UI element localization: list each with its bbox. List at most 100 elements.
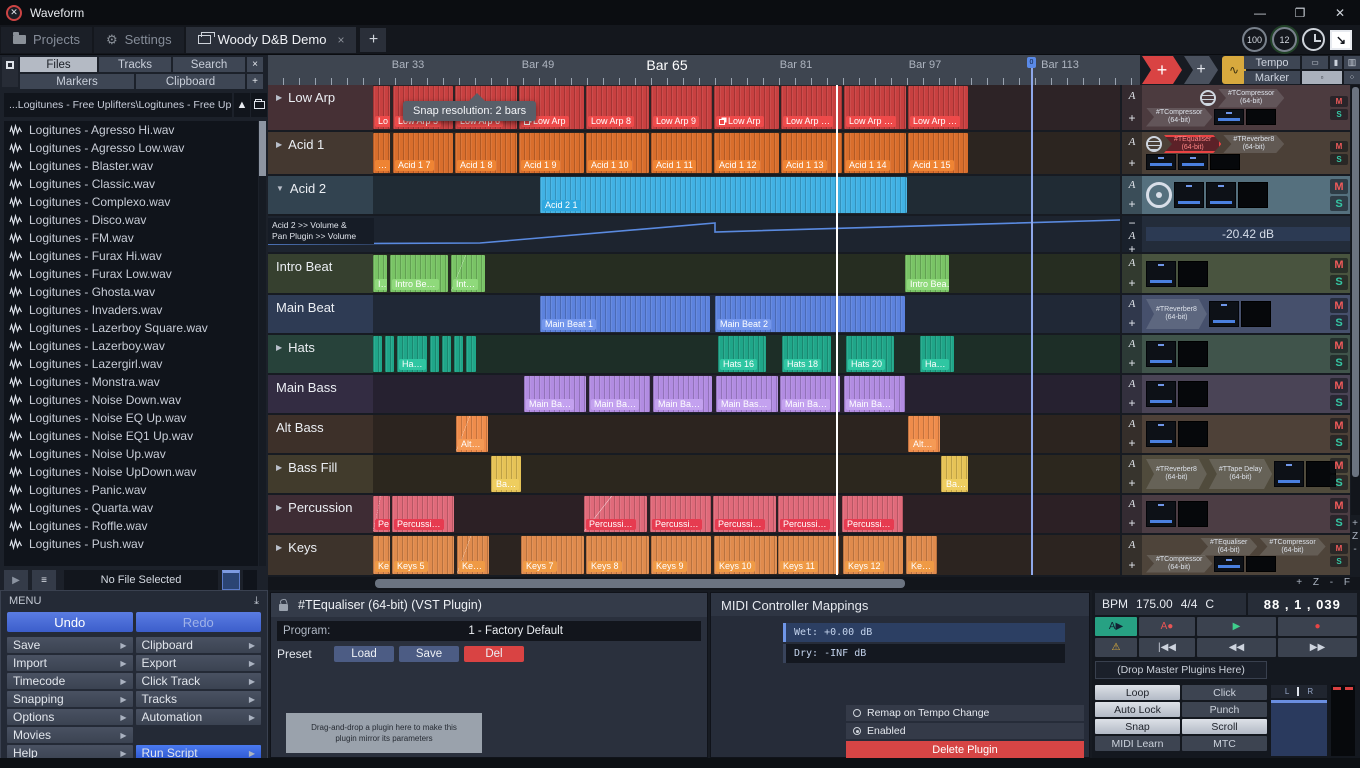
audio-clip[interactable]: Percussi… <box>650 496 711 532</box>
vertical-scrollbar[interactable] <box>1351 85 1360 515</box>
audio-clip[interactable]: Acid 1 8 <box>455 133 517 173</box>
track-lane[interactable]: Main Beat Main Beat 1 Main Beat 2 <box>268 295 1120 333</box>
solo-button[interactable]: S <box>1330 556 1348 567</box>
remap-tempo-option[interactable]: Remap on Tempo Change <box>846 705 1084 721</box>
file-item[interactable]: Logitunes - Roffle.wav <box>4 517 258 535</box>
volume-fader-plugin[interactable] <box>1146 154 1176 170</box>
volume-fader-plugin[interactable] <box>1146 341 1176 367</box>
automation-button[interactable]: A <box>1128 298 1136 310</box>
audio-clip[interactable]: Hats 18 <box>782 336 831 372</box>
tempo-display[interactable]: BPM 175.00 4/4 C <box>1095 593 1246 615</box>
mute-button[interactable]: M <box>1330 95 1348 107</box>
audio-clip[interactable]: Acid 1 13 <box>781 133 842 173</box>
automation-curve[interactable] <box>268 216 1120 252</box>
level-meter-plugin[interactable] <box>1240 301 1271 327</box>
clock-icon[interactable] <box>1302 28 1325 51</box>
automation-button[interactable]: A <box>1128 257 1136 270</box>
audio-clip[interactable]: Keys 8 <box>586 536 649 574</box>
track-header[interactable]: ▶ Hats <box>268 335 373 373</box>
solo-button[interactable]: S <box>1330 475 1348 490</box>
audio-clip[interactable]: Ba… <box>941 456 968 492</box>
minimize-button[interactable]: — <box>1254 5 1266 20</box>
resize-layout-icon[interactable]: ↘ <box>1330 29 1352 50</box>
automation-button[interactable]: A <box>1128 538 1136 551</box>
audio-clip[interactable]: Main Ba… <box>524 376 586 412</box>
toggle-mtc[interactable]: MTC <box>1182 736 1267 751</box>
volume-fader-plugin[interactable] <box>1146 421 1176 447</box>
automation-button[interactable]: A <box>1128 418 1136 430</box>
file-item[interactable]: Logitunes - Complexo.wav <box>4 193 258 211</box>
file-item[interactable]: Logitunes - Noise EQ Up.wav <box>4 409 258 427</box>
file-item[interactable]: Logitunes - Quarta.wav <box>4 499 258 517</box>
audio-clip[interactable]: Low Arp 8 <box>586 86 649 129</box>
file-item[interactable]: Logitunes - Classic.wav <box>4 175 258 193</box>
solo-button[interactable]: S <box>1330 196 1348 211</box>
audio-clip[interactable]: Percussi… <box>842 496 903 532</box>
solo-button[interactable]: S <box>1330 108 1348 120</box>
list-options-button[interactable]: ≡ <box>32 570 56 590</box>
menu-item-movies[interactable]: Movies ▶ <box>7 727 133 743</box>
level-meter-plugin[interactable] <box>1178 501 1208 527</box>
volume-fader-plugin[interactable] <box>1146 260 1176 287</box>
level-meter-plugin[interactable] <box>1238 182 1268 208</box>
audio-clip[interactable]: Intro Bea… <box>905 255 949 292</box>
program-field[interactable]: Program: 1 - Factory Default <box>277 621 701 641</box>
audio-clip[interactable]: Int… <box>451 255 485 292</box>
track-lane[interactable]: Main Bass Main Ba… Main Ba… Main Ba… Main Ba… <box>268 375 1120 413</box>
track-header[interactable]: Main Bass <box>268 375 373 413</box>
audio-clip[interactable]: Hats 20 <box>846 336 894 372</box>
go-to-start-button[interactable]: |◀◀ <box>1139 638 1195 657</box>
new-tab-button[interactable]: + <box>360 27 387 52</box>
audio-clip[interactable]: Keys 11 <box>778 536 839 574</box>
plugin-chevron[interactable]: #TCompressor (64-bit) <box>1259 538 1325 556</box>
file-item[interactable]: Logitunes - Furax Hi.wav <box>4 247 258 265</box>
file-item[interactable]: Logitunes - Monstra.wav <box>4 373 258 391</box>
audio-clip[interactable] <box>454 336 463 372</box>
tempo-button[interactable]: Tempo <box>1244 56 1300 69</box>
marker-type-button[interactable]: ▫ <box>1302 71 1342 84</box>
undo-button[interactable]: Undo <box>7 612 133 632</box>
automation-button[interactable]: A <box>1128 498 1136 510</box>
level-meter[interactable]: 12 <box>1272 27 1297 52</box>
file-item[interactable]: Logitunes - Noise Down.wav <box>4 391 258 409</box>
mute-button[interactable]: M <box>1330 257 1348 273</box>
track-lane[interactable]: Alt Bass Alt… Alt… <box>268 415 1120 453</box>
volume-fader-plugin[interactable] <box>1174 182 1204 208</box>
track-lane[interactable]: ▶ Acid 1 … Acid 1 7 Acid 1 8 Acid 1 9 Acid 1 1… <box>268 132 1120 174</box>
plugin-chevron[interactable]: #TReverber8 (64-bit) <box>1146 299 1207 329</box>
audio-clip[interactable]: Percussi… <box>778 496 838 532</box>
audio-clip[interactable]: Acid 1 14 <box>844 133 906 173</box>
add-plugin-button[interactable]: + <box>1128 316 1136 330</box>
mute-button[interactable]: M <box>1330 378 1348 393</box>
audio-clip[interactable]: Ba… <box>491 456 521 492</box>
audio-clip[interactable]: … <box>373 133 390 173</box>
maximize-button[interactable]: ❐ <box>1294 5 1306 20</box>
audio-clip[interactable]: Low Arp … <box>844 86 906 129</box>
track-header[interactable]: ▼ Acid 2 <box>268 176 373 214</box>
track-lane[interactable]: ▶ Low Arp Lo Low Arp 5 Low Arp 6 Low Arp Low A… <box>268 85 1120 130</box>
file-item[interactable]: Logitunes - Panic.wav <box>4 481 258 499</box>
audio-clip[interactable]: Low Arp … <box>781 86 842 129</box>
track-lane[interactable]: ▶ Percussion Pe Percussi… Percussi… Percussi…… <box>268 495 1120 533</box>
volume-fader-plugin[interactable] <box>1208 301 1239 327</box>
add-plugin-button[interactable]: + <box>1128 436 1136 450</box>
menu-pin-icon[interactable]: ⤓ <box>254 595 259 607</box>
automation-button[interactable]: A <box>1128 136 1136 148</box>
add-plugin-button[interactable]: + <box>1128 197 1136 211</box>
play-button[interactable]: ▶ <box>1197 617 1276 636</box>
cpu-meter[interactable]: 100 <box>1242 27 1267 52</box>
preset-delete-button[interactable]: Del <box>464 646 524 662</box>
plugin-chevron[interactable]: #TReverber8 (64-bit) <box>1223 135 1284 153</box>
master-fader[interactable] <box>1271 700 1327 756</box>
level-meter-plugin[interactable] <box>1178 341 1208 367</box>
file-item[interactable]: Logitunes - Agresso Low.wav <box>4 139 258 157</box>
audio-clip[interactable]: Keys 12 <box>843 536 903 574</box>
audio-clip[interactable]: Main Bas… <box>716 376 778 412</box>
toggle-scroll[interactable]: Scroll <box>1182 719 1267 734</box>
audio-clip[interactable]: Keys 9 <box>651 536 711 574</box>
plugin-chevron[interactable]: #TReverber8 (64-bit) <box>1146 459 1207 489</box>
automation-button[interactable]: A <box>1128 378 1136 390</box>
close-button[interactable]: ✕ <box>1334 5 1346 20</box>
tab-settings[interactable]: ⚙ Settings <box>93 26 184 53</box>
track-lane[interactable]: ▶ Hats Ha… Hats 16 Hats 18 Hats 20 Ha… <box>268 335 1120 373</box>
